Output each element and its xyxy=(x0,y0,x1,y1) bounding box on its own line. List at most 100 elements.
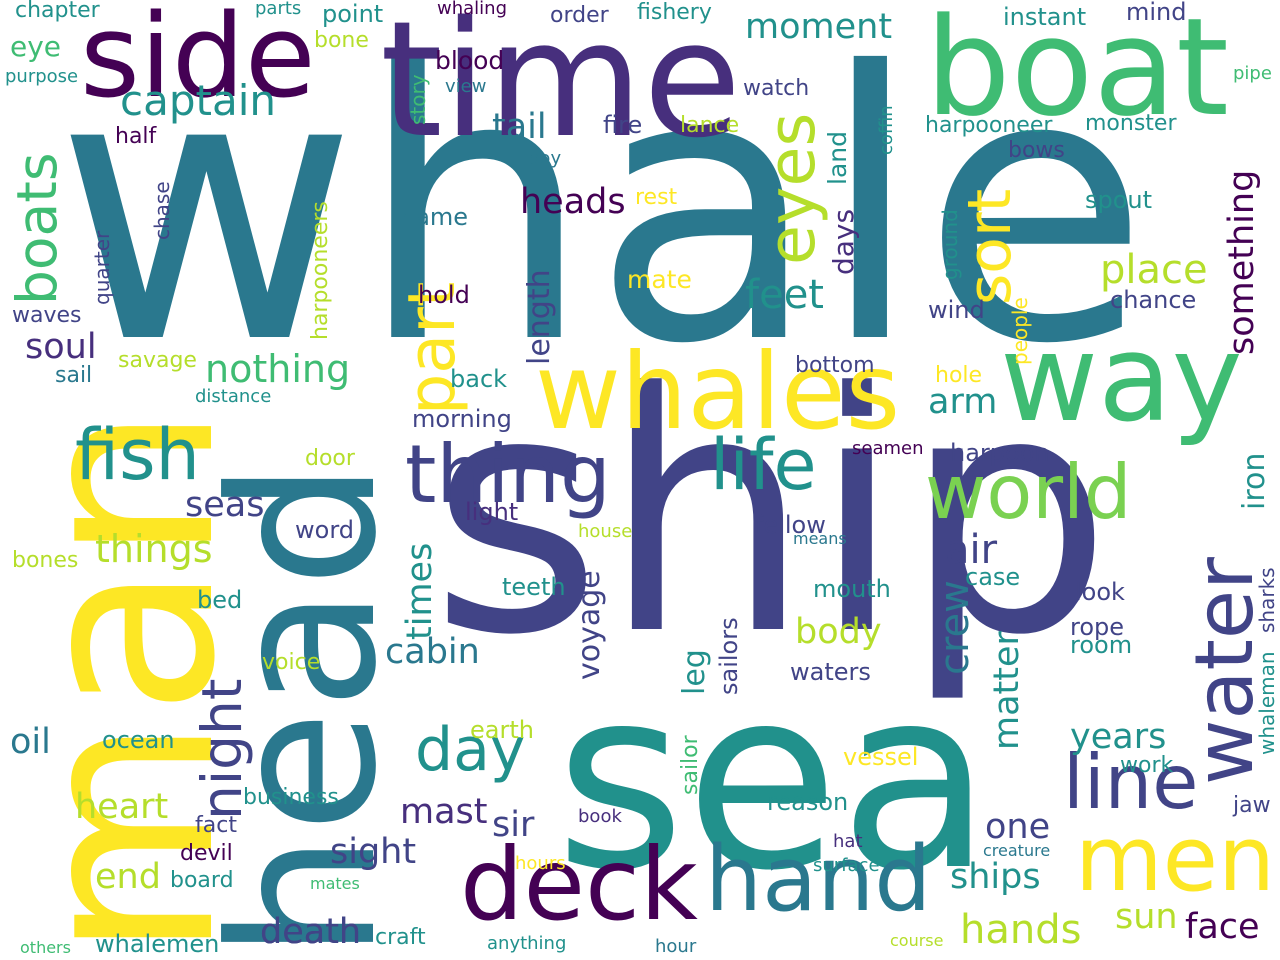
word-crew: crew xyxy=(932,580,978,675)
word-sail: sail xyxy=(55,363,93,388)
word-coffin: coffin xyxy=(876,105,897,155)
word-story: story xyxy=(406,74,430,125)
word-oil: oil xyxy=(10,722,51,762)
word-wind: wind xyxy=(928,296,985,324)
word-bottom: bottom xyxy=(795,353,875,378)
word-days: days xyxy=(827,208,860,275)
word-monster: monster xyxy=(1085,111,1177,136)
word-view: view xyxy=(445,76,487,97)
word-heads: heads xyxy=(520,182,626,222)
word-face: face xyxy=(1185,907,1260,947)
word-pipe: pipe xyxy=(1233,63,1272,84)
word-something: something xyxy=(1222,169,1262,355)
word-devil: devil xyxy=(180,841,233,866)
word-hole: hole xyxy=(935,363,983,388)
word-mouth: mouth xyxy=(813,575,891,603)
word-sort: sort xyxy=(955,188,1025,305)
word-sea: sea xyxy=(555,634,993,925)
word-book: book xyxy=(578,806,622,827)
word-chance: chance xyxy=(1110,286,1197,314)
word-end: end xyxy=(95,857,161,897)
word-jaw: jaw xyxy=(1233,793,1271,818)
word-harpooneers: harpooneers xyxy=(308,201,333,340)
word-air: air xyxy=(945,527,998,573)
word-creature: creature xyxy=(983,841,1051,860)
word-business: business xyxy=(243,785,339,810)
word-door: door xyxy=(305,446,355,471)
word-death: death xyxy=(260,912,362,952)
word-chase: chase xyxy=(150,181,174,240)
word-sight: sight xyxy=(330,832,417,872)
word-house: house xyxy=(578,521,633,542)
word-whaling: whaling xyxy=(437,0,507,19)
word-course: course xyxy=(890,931,944,950)
word-parts: parts xyxy=(255,0,302,19)
word-light: light xyxy=(465,498,519,526)
word-nothing: nothing xyxy=(205,347,351,391)
word-thing: thing xyxy=(405,428,611,521)
word-whales: whales xyxy=(535,331,901,453)
word-work: work xyxy=(1120,753,1174,778)
word-surface: surface xyxy=(813,855,880,876)
word-hat: hat xyxy=(833,831,863,852)
word-leg: leg xyxy=(677,649,712,695)
word-order: order xyxy=(550,3,609,28)
word-vessel: vessel xyxy=(843,743,919,771)
word-name: name xyxy=(400,203,469,231)
word-sailor: sailor xyxy=(678,735,703,795)
word-arm: arm xyxy=(928,382,998,422)
word-mast: mast xyxy=(400,792,488,832)
word-means: means xyxy=(793,529,847,548)
word-tail: tail xyxy=(492,107,547,147)
word-boy: boy xyxy=(528,148,562,169)
word-years: years xyxy=(1070,717,1167,757)
word-soul: soul xyxy=(25,327,97,367)
word-ground: ground xyxy=(938,209,962,280)
word-instant: instant xyxy=(1003,3,1087,31)
word-heart: heart xyxy=(75,787,169,827)
word-savage: savage xyxy=(118,348,197,373)
word-sun: sun xyxy=(1115,897,1178,937)
word-fact: fact xyxy=(195,813,237,838)
word-blood: blood xyxy=(435,46,505,75)
word-mate: mate xyxy=(627,265,692,294)
word-rest: rest xyxy=(635,185,678,210)
word-way: way xyxy=(1000,310,1243,449)
word-feet: feet xyxy=(745,272,824,318)
word-seamen: seamen xyxy=(852,438,924,459)
word-land: land xyxy=(823,131,852,185)
word-fishery: fishery xyxy=(637,0,712,25)
word-bone: bone xyxy=(314,28,369,53)
word-death: death xyxy=(260,912,362,952)
word-body: body xyxy=(795,612,882,652)
word-waves: waves xyxy=(12,303,82,328)
word-hand: hand xyxy=(705,827,932,932)
word-anything: anything xyxy=(487,933,567,954)
word-quarter: quarter xyxy=(90,230,114,305)
word-bed: bed xyxy=(197,586,243,614)
word-board: board xyxy=(170,868,234,893)
word-morning: morning xyxy=(412,405,512,433)
word-purpose: purpose xyxy=(5,66,79,87)
word-waters: waters xyxy=(790,658,871,686)
word-sailors: sailors xyxy=(715,617,743,695)
word-eye: eye xyxy=(10,30,62,63)
word-times: times xyxy=(400,542,440,640)
word-things: things xyxy=(95,527,213,571)
word-others: others xyxy=(20,938,71,957)
word-case: case xyxy=(965,563,1021,591)
word-fellow: fellow xyxy=(755,511,826,539)
word-distance: distance xyxy=(195,386,272,407)
word-deck: deck xyxy=(460,826,698,943)
word-chapter: chapter xyxy=(15,0,100,23)
word-voyage: voyage xyxy=(572,570,607,680)
word-day: day xyxy=(415,715,526,785)
word-life: life xyxy=(710,424,817,506)
word-watch: watch xyxy=(743,76,810,101)
word-point: point xyxy=(322,0,384,28)
word-mind: mind xyxy=(1126,0,1187,26)
word-hour: hour xyxy=(655,936,697,957)
word-place: place xyxy=(1100,247,1208,293)
word-time: time xyxy=(380,0,742,173)
